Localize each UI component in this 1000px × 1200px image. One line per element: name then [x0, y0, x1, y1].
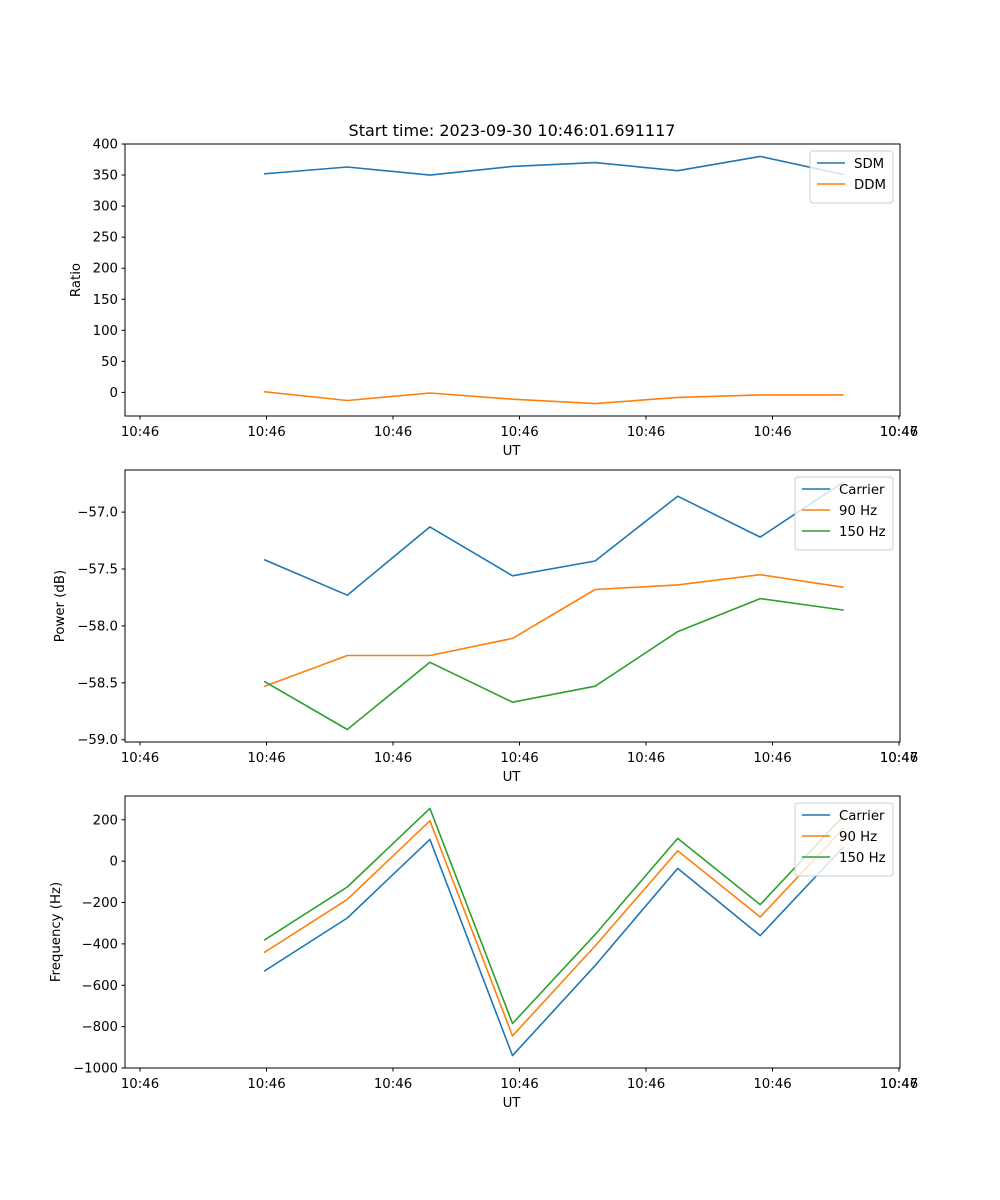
x-tick-label: 10:46 — [374, 751, 412, 766]
legend-label: 150 Hz — [839, 851, 886, 866]
series-line-frequency-150-hz — [263, 807, 844, 1025]
series-line-power-carrier — [263, 481, 844, 597]
legend-label: 90 Hz — [839, 504, 877, 519]
x-tick-label: 10:46 — [880, 751, 918, 766]
x-tick-label: 10:46 — [753, 751, 791, 766]
axes-frame — [124, 795, 901, 1069]
legend-label: 90 Hz — [839, 830, 877, 845]
x-tick-label: 10:46 — [627, 1077, 665, 1092]
y-tick-label: −59.0 — [77, 733, 118, 748]
y-tick-label: −57.0 — [77, 506, 118, 521]
x-tick-label: 10:46 — [880, 1077, 918, 1092]
y-tick-label: −400 — [81, 937, 118, 952]
legend-label: Carrier — [839, 809, 885, 824]
legend-label: Carrier — [839, 483, 885, 498]
chart-frequency: −1000 −800 −600 −400 −200 0 200 10:46 10:46 10:46… — [49, 795, 918, 1111]
y-tick-label: −600 — [81, 979, 118, 994]
x-tick-label: 10:46 — [500, 751, 538, 766]
y-tick-label: 350 — [93, 169, 118, 184]
x-tick-label: 10:47 — [880, 1077, 918, 1092]
x-tick-label: 10:47 — [880, 425, 918, 440]
x-tick-label: 10:46 — [374, 1077, 412, 1092]
x-tick-label: 10:46 — [753, 1077, 791, 1092]
y-tick-label: −200 — [81, 896, 118, 911]
y-tick-label: −800 — [81, 1020, 118, 1035]
series-line-frequency-90-hz — [263, 819, 844, 1037]
y-axis-label: Ratio — [69, 263, 84, 297]
chart-power: −59.0 −58.5 −58.0 −57.5 −57.0 10:46 10:46 10:46… — [53, 469, 918, 785]
series-line-power-150-hz — [263, 597, 844, 731]
x-tick-label: 10:46 — [500, 1077, 538, 1092]
legend-box — [809, 150, 894, 204]
y-tick-label: 300 — [93, 200, 118, 215]
series-line-power-90-hz — [263, 573, 844, 688]
x-tick-label: 10:46 — [121, 1077, 159, 1092]
y-tick-label: −1000 — [73, 1062, 118, 1077]
y-axis-label: Frequency (Hz) — [49, 882, 64, 982]
y-axis-label: Power (dB) — [53, 570, 68, 642]
x-tick-label: 10:46 — [121, 425, 159, 440]
legend-label: SDM — [854, 157, 884, 172]
y-tick-label: 250 — [93, 231, 118, 246]
x-tick-label: 10:46 — [247, 425, 285, 440]
x-tick-label: 10:46 — [753, 425, 791, 440]
x-tick-label: 10:47 — [880, 751, 918, 766]
x-axis-label: UT — [503, 770, 522, 785]
figure-title: Start time: 2023-09-30 10:46:01.691117 — [349, 121, 676, 140]
y-tick-label: −58.5 — [77, 676, 118, 691]
axes-frame — [124, 143, 901, 417]
series-line-ratio-sdm — [263, 155, 844, 176]
x-tick-label: 10:46 — [247, 751, 285, 766]
legend: Carrier 90 Hz 150 Hz — [794, 476, 894, 551]
x-tick-label: 10:46 — [627, 751, 665, 766]
legend-label: 150 Hz — [839, 525, 886, 540]
legend: SDM DDM — [809, 150, 894, 204]
axes-frame — [124, 469, 901, 743]
series-line-frequency-carrier — [263, 838, 844, 1057]
legend: Carrier 90 Hz 150 Hz — [794, 802, 894, 877]
y-tick-label: 50 — [101, 355, 118, 370]
y-tick-label: 0 — [110, 386, 118, 401]
y-tick-label: 400 — [93, 138, 118, 153]
x-tick-label: 10:46 — [247, 1077, 285, 1092]
x-axis-label: UT — [503, 444, 522, 459]
legend-label: DDM — [854, 178, 886, 193]
x-tick-label: 10:46 — [880, 425, 918, 440]
x-tick-label: 10:46 — [374, 425, 412, 440]
x-tick-label: 10:46 — [500, 425, 538, 440]
y-tick-label: −57.5 — [77, 563, 118, 578]
x-axis-label: UT — [503, 1096, 522, 1111]
y-tick-label: 200 — [93, 262, 118, 277]
y-tick-label: 100 — [93, 324, 118, 339]
y-tick-label: −58.0 — [77, 619, 118, 634]
y-tick-label: 0 — [110, 855, 118, 870]
y-tick-label: 200 — [93, 813, 118, 828]
x-tick-label: 10:46 — [627, 425, 665, 440]
y-tick-label: 150 — [93, 293, 118, 308]
x-tick-label: 10:46 — [121, 751, 159, 766]
series-line-ratio-ddm — [263, 390, 844, 405]
